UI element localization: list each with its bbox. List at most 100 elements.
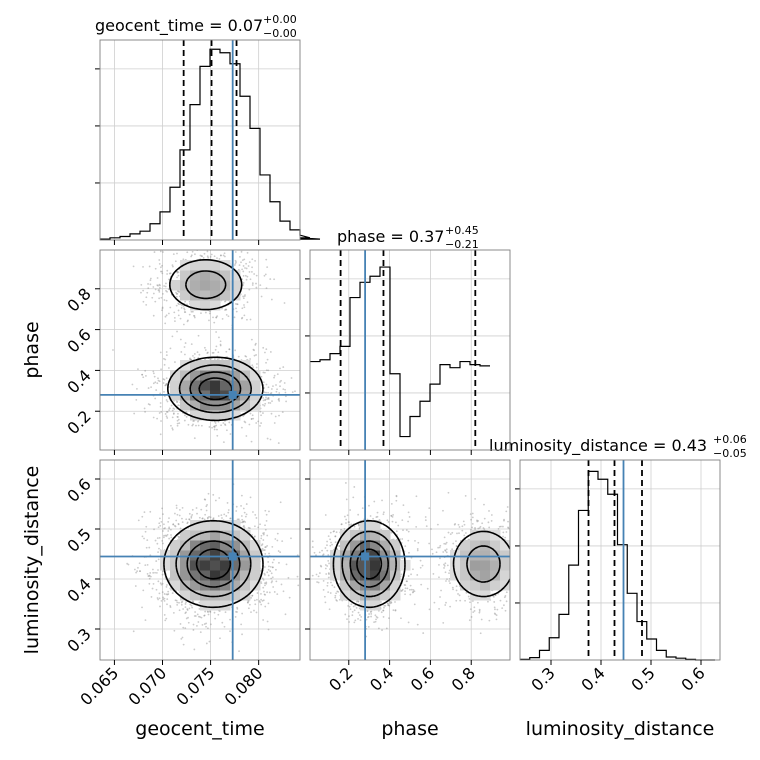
scatter-point bbox=[178, 535, 181, 538]
scatter-point bbox=[345, 498, 348, 501]
scatter-point bbox=[131, 383, 134, 386]
scatter-point bbox=[203, 346, 206, 349]
scatter-point bbox=[187, 621, 190, 624]
scatter-point bbox=[263, 371, 266, 374]
scatter-point bbox=[158, 592, 161, 595]
scatter-point bbox=[265, 396, 267, 399]
scatter-point bbox=[469, 608, 472, 611]
scatter-point bbox=[164, 413, 167, 415]
title-luminosity-distance: luminosity_distance = 0.43 bbox=[489, 436, 707, 456]
scatter-point bbox=[206, 250, 209, 253]
scatter-point bbox=[205, 505, 208, 508]
density-cell bbox=[200, 380, 211, 391]
scatter-point bbox=[248, 423, 251, 426]
scatter-point bbox=[184, 311, 187, 314]
scatter-point bbox=[249, 278, 252, 281]
scatter-point bbox=[173, 629, 176, 632]
scatter-point bbox=[176, 601, 179, 604]
density-cell bbox=[220, 370, 231, 381]
scatter-point bbox=[174, 512, 176, 515]
scatter-point bbox=[248, 527, 251, 530]
scatter-point bbox=[154, 300, 157, 303]
scatter-point bbox=[204, 498, 207, 501]
scatter-point bbox=[186, 320, 189, 323]
scatter-point bbox=[161, 309, 163, 312]
scatter-point bbox=[184, 627, 187, 629]
scatter-point bbox=[145, 525, 148, 528]
scatter-point bbox=[164, 384, 167, 387]
scatter-point bbox=[192, 623, 195, 626]
scatter-point bbox=[266, 544, 269, 547]
scatter-point bbox=[203, 614, 206, 617]
scatter-point bbox=[207, 611, 209, 613]
scatter-point bbox=[152, 314, 155, 317]
density-cell bbox=[210, 570, 221, 581]
scatter-point bbox=[227, 315, 230, 318]
scatter-point bbox=[142, 300, 145, 303]
scatter-point bbox=[144, 564, 147, 566]
scatter-point bbox=[250, 338, 253, 341]
scatter-point bbox=[166, 273, 169, 275]
axes-frame bbox=[309, 249, 511, 451]
scatter-point bbox=[136, 570, 139, 573]
scatter-point bbox=[161, 306, 164, 309]
scatter-point bbox=[158, 547, 160, 550]
scatter-point bbox=[270, 572, 273, 575]
scatter-point bbox=[173, 408, 176, 410]
title-geocent-time: geocent_time = 0.07 bbox=[95, 16, 263, 36]
scatter-point bbox=[164, 358, 167, 361]
density-cell bbox=[210, 410, 221, 421]
scatter-point bbox=[243, 306, 246, 309]
scatter-point bbox=[178, 422, 181, 425]
scatter-point bbox=[260, 593, 262, 595]
scatter-point bbox=[280, 583, 283, 586]
scatter-point bbox=[221, 517, 223, 519]
scatter-point bbox=[208, 515, 210, 518]
scatter-point bbox=[150, 596, 153, 598]
scatter-point bbox=[158, 286, 161, 289]
scatter-point bbox=[175, 304, 178, 307]
scatter-point bbox=[137, 519, 140, 522]
scatter-point bbox=[250, 417, 253, 420]
scatter-point bbox=[246, 275, 249, 278]
scatter-point bbox=[241, 521, 244, 524]
scatter-point bbox=[276, 373, 279, 376]
scatter-point bbox=[264, 399, 267, 402]
density-cell bbox=[200, 370, 211, 381]
scatter-point bbox=[247, 601, 249, 604]
scatter-point bbox=[157, 289, 160, 291]
scatter-point bbox=[245, 503, 248, 505]
scatter-point bbox=[217, 613, 220, 616]
scatter-point bbox=[209, 358, 212, 361]
scatter-point bbox=[216, 358, 219, 361]
scatter-point bbox=[158, 412, 161, 414]
scatter-point bbox=[244, 421, 247, 424]
scatter-point bbox=[265, 582, 268, 585]
scatter-point bbox=[255, 517, 258, 519]
scatter-point bbox=[217, 217, 219, 219]
scatter-point bbox=[176, 252, 178, 255]
scatter-point bbox=[159, 405, 162, 408]
scatter-point bbox=[177, 290, 180, 293]
scatter-point bbox=[260, 422, 263, 424]
scatter-point bbox=[207, 613, 210, 616]
scatter-point bbox=[213, 428, 216, 431]
scatter-point bbox=[348, 605, 351, 608]
scatter-point bbox=[242, 295, 245, 298]
scatter-point bbox=[219, 243, 221, 245]
scatter-point bbox=[243, 420, 246, 423]
scatter-point bbox=[161, 582, 164, 585]
scatter-point bbox=[206, 517, 209, 520]
scatter-point bbox=[165, 593, 168, 596]
scatter-point bbox=[370, 613, 373, 615]
scatter-point bbox=[327, 535, 330, 538]
scatter-point bbox=[229, 517, 232, 520]
scatter-point bbox=[167, 590, 170, 593]
title-luminosity-distance-minus: −0.05 bbox=[713, 447, 747, 460]
scatter-point bbox=[504, 595, 507, 597]
scatter-point bbox=[175, 599, 178, 602]
scatter-point bbox=[158, 290, 161, 293]
x-axis-label-geocent-time: geocent_time bbox=[135, 718, 264, 740]
density-cell bbox=[190, 400, 201, 411]
scatter-points bbox=[112, 217, 296, 444]
